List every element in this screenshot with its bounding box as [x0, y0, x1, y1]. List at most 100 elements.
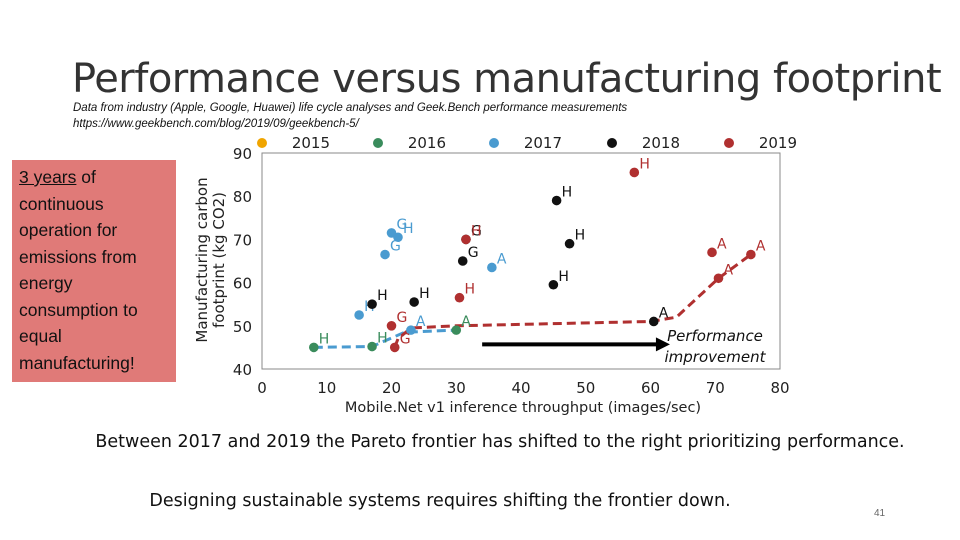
point-2018	[409, 297, 419, 307]
point-2019	[454, 292, 465, 303]
point-label-2018: H	[377, 288, 388, 304]
x-tick-label: 50	[576, 379, 595, 397]
legend-label-2017: 2017	[524, 134, 562, 152]
conclusion-shift: Between 2017 and 2019 the Pareto frontie…	[95, 432, 905, 452]
subtitle-url: https://www.geekbench.com/blog/2019/09/g…	[73, 118, 359, 130]
point-label-2016: H	[319, 331, 330, 347]
point-2018	[564, 238, 575, 249]
point-label-2018: H	[558, 269, 569, 285]
point-label-2019: H	[464, 282, 475, 298]
callout-box: 3 years of continuous operation for emis…	[12, 160, 176, 382]
point-label-2018: H	[419, 286, 430, 302]
point-2016	[451, 325, 462, 335]
page-number: 41	[874, 508, 886, 519]
performance-annotation: Performance improvement	[482, 327, 767, 366]
point-label-2017: G	[390, 239, 401, 255]
point-2018	[648, 316, 659, 327]
point-label-2019: H	[639, 156, 650, 172]
point-2019	[389, 342, 400, 353]
y-axis-label-line1: Manufacturing carbon	[193, 177, 211, 342]
y-axis-ticks: 40 50 60 70 80 90	[233, 145, 252, 379]
point-2019	[386, 321, 397, 331]
point-2016	[367, 341, 377, 352]
point-2017	[406, 325, 416, 335]
conclusion-design-text: Designing sustainable systems requires s…	[149, 491, 731, 511]
legend: 2015 2016 2017 2018 2019	[257, 134, 797, 152]
x-tick-label: 80	[770, 379, 789, 397]
slide-title: Performance versus manufacturing footpri…	[72, 56, 942, 102]
y-tick-label: 50	[233, 318, 252, 336]
y-axis-label-line2: footprint (kg CO2)	[210, 192, 228, 328]
point-2019	[713, 273, 724, 284]
x-tick-label: 70	[706, 379, 725, 397]
point-label-2017: A	[497, 251, 507, 267]
x-tick-label: 20	[382, 379, 401, 397]
y-tick-label: 80	[233, 188, 252, 206]
plot-area	[261, 152, 781, 370]
y-tick-label: 60	[233, 275, 252, 293]
improvement-arrow-head	[655, 337, 670, 352]
point-2017	[354, 310, 364, 320]
point-2016	[309, 342, 319, 353]
point-label-2018: G	[471, 223, 482, 239]
callout-highlight: 3 years	[19, 167, 77, 187]
point-2017	[487, 262, 497, 273]
legend-marker-2016	[373, 138, 383, 148]
point-label-2016: A	[461, 314, 471, 330]
conclusion-design: Designing sustainable systems requires s…	[60, 491, 940, 511]
callout-text: of continuous operation for emissions fr…	[19, 167, 138, 373]
slide-subtitle: Data from industry (Apple, Google, Huawe…	[73, 100, 627, 132]
point-label-2019: H	[471, 223, 482, 239]
point-2018	[551, 195, 562, 206]
pareto-frontiers	[313, 253, 752, 349]
legend-label-2016: 2016	[408, 134, 446, 152]
point-2017	[380, 249, 390, 260]
point-label-2016: H	[377, 331, 388, 347]
point-label-2019: A	[756, 239, 766, 255]
legend-marker-2019	[724, 138, 734, 148]
y-tick-label: 90	[233, 145, 252, 163]
y-tick-label: 70	[233, 231, 252, 249]
point-label-2018: H	[575, 228, 586, 244]
annotation-line2: improvement	[665, 348, 767, 366]
frontier-2017	[313, 328, 457, 349]
legend-marker-2015	[257, 138, 267, 148]
point-2018	[367, 299, 377, 310]
x-tick-label: 30	[447, 379, 466, 397]
frontier-2019	[393, 253, 752, 348]
point-2019	[746, 249, 756, 260]
point-label-2017: A	[416, 314, 426, 330]
point-label-2019: A	[717, 236, 727, 252]
subtitle-source: Data from industry (Apple, Google, Huawe…	[73, 102, 628, 114]
y-axis-label: Manufacturing carbonfootprint (kg CO2)	[193, 177, 228, 342]
point-2019	[461, 234, 471, 245]
point-label-2017: G	[397, 217, 408, 233]
point-2018	[548, 279, 559, 290]
x-tick-label: 0	[257, 379, 267, 397]
point-label-2017: H	[403, 221, 414, 237]
x-tick-label: 40	[511, 379, 530, 397]
legend-label-2019: 2019	[759, 134, 797, 152]
point-2017	[393, 232, 403, 243]
data-points: HHAHGGHAAHHGGHHHAGGHHHAAA	[309, 156, 766, 353]
y-tick-label: 40	[233, 361, 252, 379]
annotation-line1: Performance	[667, 327, 763, 345]
point-2019	[707, 247, 717, 258]
x-tick-label: 60	[641, 379, 660, 397]
point-label-2019: G	[397, 310, 408, 326]
legend-marker-2018	[607, 138, 617, 148]
point-label-2019: A	[723, 262, 733, 278]
point-label-2018: G	[468, 245, 479, 261]
legend-label-2015: 2015	[292, 134, 330, 152]
x-axis-ticks: 0 10 20 30 40 50 60 70 80	[257, 379, 789, 397]
point-2019	[629, 167, 640, 178]
point-label-2019: G	[400, 331, 411, 347]
point-label-2018: H	[562, 185, 573, 201]
legend-marker-2017	[489, 138, 499, 148]
point-2018	[457, 256, 468, 266]
legend-label-2018: 2018	[642, 134, 680, 152]
point-label-2018: A	[659, 305, 669, 321]
x-axis-label: Mobile.Net v1 inference throughput (imag…	[345, 400, 701, 416]
x-tick-label: 10	[317, 379, 336, 397]
